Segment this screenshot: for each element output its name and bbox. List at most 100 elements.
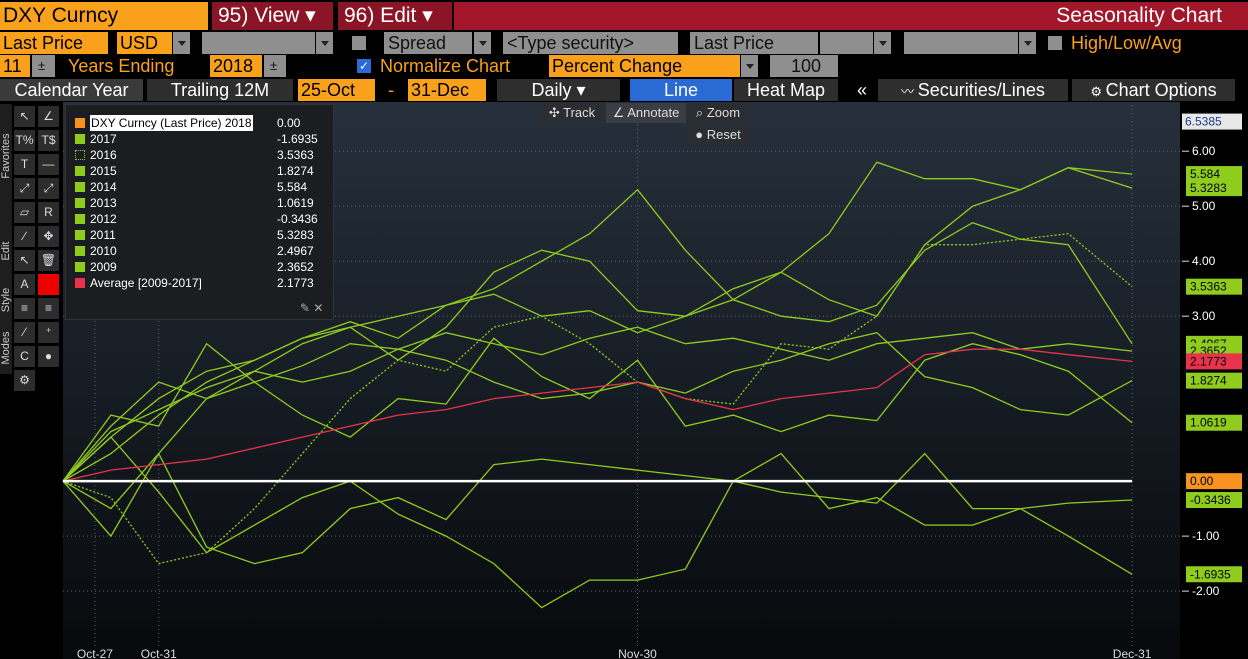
checkbox[interactable] — [1048, 36, 1062, 50]
dropdown[interactable] — [741, 55, 758, 77]
input[interactable] — [904, 32, 1018, 54]
legend-row: 2013 1.0619 — [66, 195, 331, 211]
tool-icon[interactable] — [38, 274, 59, 295]
input[interactable] — [202, 32, 315, 54]
tool-icon[interactable]: ⤢ — [14, 178, 35, 199]
series-line — [62, 452, 1133, 565]
input[interactable] — [820, 32, 873, 54]
dropdown[interactable] — [173, 32, 190, 54]
frequency-label: Daily — [531, 80, 572, 100]
tool-icon[interactable]: T — [14, 154, 35, 175]
view-toggle[interactable]: Heat Map — [734, 79, 838, 101]
tool-icon[interactable]: T% — [14, 130, 35, 151]
tool-icon[interactable]: R — [38, 202, 59, 223]
legend-name: 2017 — [90, 132, 117, 146]
dropdown[interactable] — [1019, 32, 1036, 54]
legend-name: 2009 — [90, 260, 117, 274]
tool-icon[interactable]: ↖ — [14, 250, 35, 271]
series-line — [62, 161, 1133, 482]
value-tag-label: 3.5363 — [1190, 280, 1227, 294]
tool-icon[interactable]: ⚙ — [14, 370, 35, 391]
tool-icon[interactable]: ↖ — [14, 106, 35, 127]
value-tag — [1186, 414, 1242, 431]
view-menu[interactable]: 95) View ▾ — [212, 2, 333, 30]
spread[interactable]: Spread — [384, 32, 472, 54]
type-security[interactable]: <Type security> — [503, 32, 678, 54]
tool-icon[interactable]: A — [14, 274, 35, 295]
series-line — [62, 326, 1133, 482]
view-toggle[interactable]: Line — [630, 79, 732, 101]
security[interactable]: DXY Curncy — [0, 2, 208, 30]
axis-max-label: 6.5385 — [1185, 115, 1222, 129]
spinner[interactable]: ± — [32, 55, 55, 77]
y-tick-label: 3.00 — [1192, 309, 1216, 323]
legend-row: 2016 3.5363 — [66, 147, 331, 163]
legend-controls[interactable]: ✎ ✕ — [300, 301, 324, 315]
base[interactable]: 100 — [770, 55, 838, 77]
value-tag — [1186, 473, 1242, 490]
legend-swatch — [75, 246, 85, 256]
legend-value: 1.8274 — [277, 164, 314, 178]
tool-icon[interactable]: T$ — [38, 130, 59, 151]
tool-icon[interactable]: ⁄ — [14, 322, 35, 343]
checkbox-checked[interactable]: ✓ — [357, 59, 371, 73]
tab[interactable]: Calendar Year — [0, 79, 143, 101]
tool-icon[interactable]: ∠ — [38, 106, 59, 127]
y-tick-label: 5.00 — [1192, 199, 1216, 213]
end-year[interactable]: 2018 — [210, 55, 262, 77]
reset-button[interactable]: ● Reset — [687, 125, 749, 145]
track-tool[interactable]: ✣ Track — [539, 103, 605, 123]
dropdown[interactable] — [316, 32, 333, 54]
end-date[interactable]: 31-Dec — [408, 79, 486, 101]
tab[interactable]: Trailing 12M — [147, 79, 293, 101]
value-tag — [1186, 492, 1242, 509]
edit-menu[interactable]: 96) Edit ▾ — [338, 2, 452, 30]
currency[interactable]: USD — [117, 32, 172, 54]
dropdown[interactable] — [874, 32, 891, 54]
side-tab[interactable]: Modes — [0, 331, 12, 365]
tool-icon[interactable]: C — [14, 346, 35, 367]
spinner[interactable]: ± — [264, 55, 286, 77]
securities-button[interactable]: 〰 Securities/Lines — [878, 79, 1068, 101]
legend-row: 2010 2.4967 — [66, 243, 331, 259]
checkbox[interactable] — [352, 36, 366, 50]
series-line — [62, 221, 1133, 482]
tool-icon[interactable]: ▱ — [14, 202, 35, 223]
tool-icon[interactable]: 🗑 — [38, 250, 59, 271]
annotate-label: Annotate — [627, 105, 680, 120]
start-date[interactable]: 25-Oct — [298, 79, 375, 101]
legend-row: DXY Curncy (Last Price) 2018 0.00 — [66, 115, 331, 131]
options-button[interactable]: ⚙ Chart Options — [1072, 79, 1235, 101]
value-tag-label: 5.3283 — [1190, 181, 1227, 195]
axis-max-tag — [1182, 113, 1242, 130]
years[interactable]: 11 — [0, 55, 30, 77]
tool-icon[interactable]: ✥ — [38, 226, 59, 247]
tool-icon[interactable]: ⁺ — [38, 322, 59, 343]
tool-icon[interactable]: ≡ — [14, 298, 35, 319]
legend-name: 2011 — [90, 228, 116, 242]
price-field[interactable]: Last Price — [0, 32, 108, 54]
zoom-tool[interactable]: ⌕ Zoom — [687, 103, 749, 123]
tool-icon[interactable]: — — [38, 154, 59, 175]
side-tab[interactable]: Favorites — [0, 133, 12, 179]
x-tick-label: Oct-27 — [77, 647, 113, 659]
legend-value: 1.0619 — [277, 196, 314, 210]
annotate-tool[interactable]: ∠ Annotate — [606, 103, 686, 123]
view-label: 95) View — [218, 4, 300, 27]
frequency[interactable]: Daily ▾ — [497, 79, 620, 101]
tool-icon[interactable]: ⤢ — [38, 178, 59, 199]
tool-icon[interactable]: ∕ — [14, 226, 35, 247]
series-line — [62, 233, 1133, 565]
legend-name: 2010 — [90, 244, 117, 258]
dropdown[interactable] — [474, 32, 491, 54]
legend-swatch — [75, 262, 85, 272]
value-tag — [1186, 372, 1242, 389]
collapse[interactable]: « — [850, 79, 874, 101]
edit-label: 96) Edit — [344, 4, 417, 27]
tool-icon[interactable]: ● — [38, 346, 59, 367]
track-label: Track — [563, 105, 596, 120]
mode[interactable]: Percent Change — [549, 55, 740, 77]
tool-icon[interactable]: ≡ — [38, 298, 59, 319]
price-field-2[interactable]: Last Price — [690, 32, 818, 54]
legend-swatch — [75, 214, 85, 224]
